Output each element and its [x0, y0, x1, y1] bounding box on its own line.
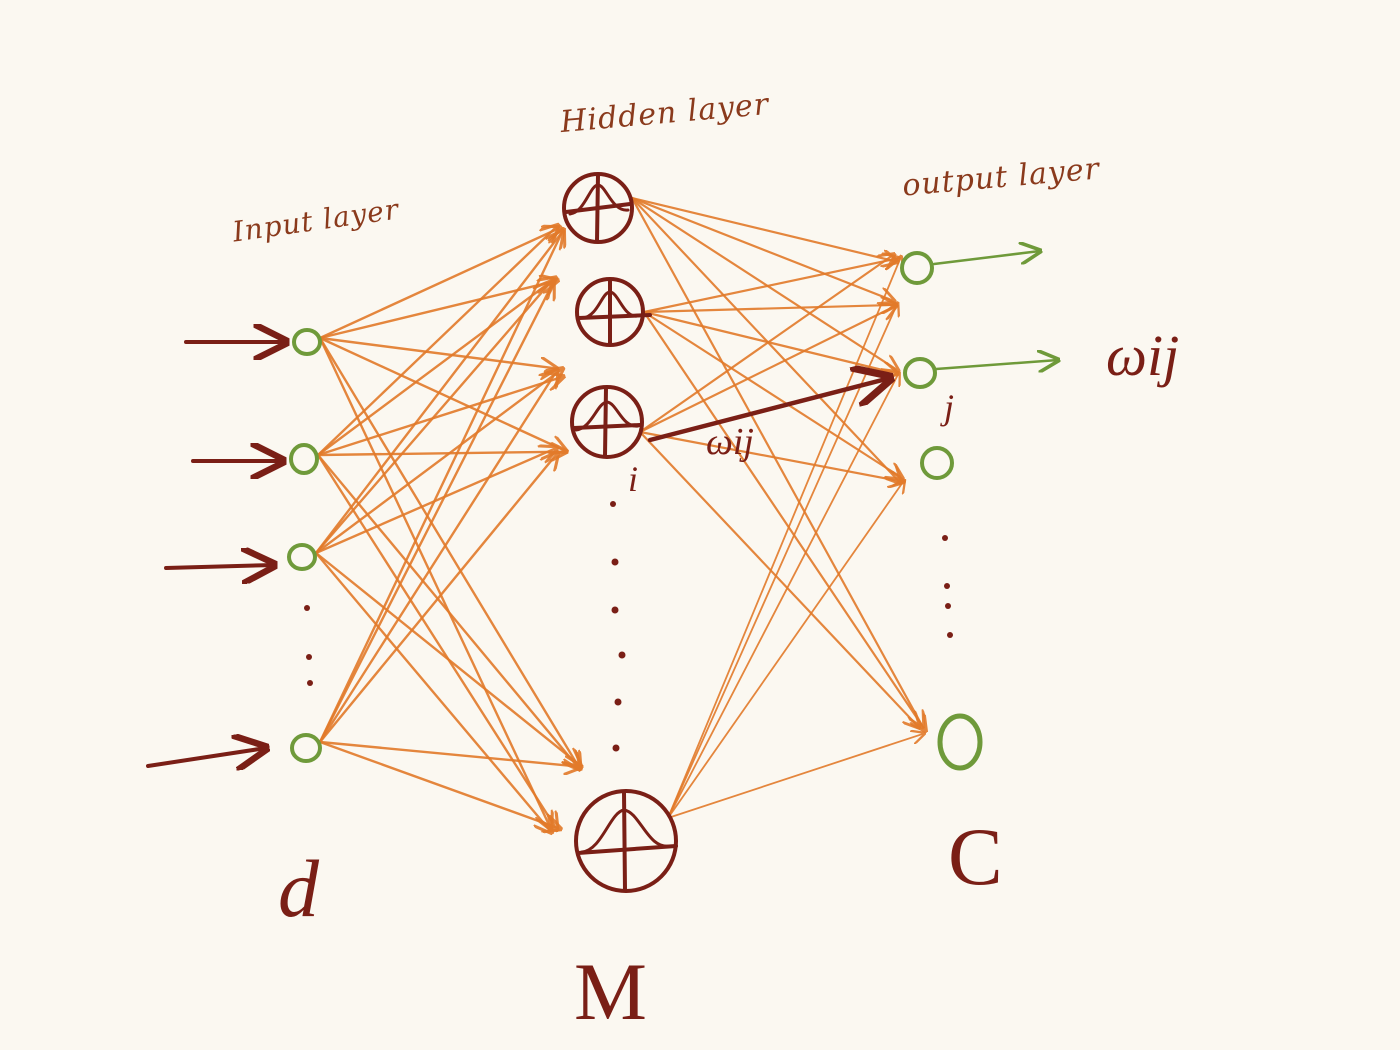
hidden-ellipsis-dot	[613, 745, 620, 752]
input-node	[291, 445, 317, 473]
output-ellipsis-dot	[947, 632, 953, 638]
hidden-ellipsis-dot	[612, 559, 619, 566]
connection-edge	[318, 452, 567, 455]
output-ellipsis-dot	[942, 535, 948, 541]
connection-edge	[316, 282, 551, 553]
connection-edge	[644, 312, 898, 374]
input-nodes	[289, 330, 320, 761]
weight-label-big: ωij	[1106, 322, 1179, 389]
hidden-node	[576, 791, 676, 891]
hidden-nodes	[564, 174, 676, 891]
connection-edge	[320, 280, 558, 338]
connection-edge	[320, 338, 580, 769]
connection-edge	[668, 303, 898, 818]
input-node	[294, 330, 320, 354]
output-node	[922, 448, 952, 478]
input-ellipsis-dot	[304, 605, 310, 611]
connection-edge	[318, 377, 564, 455]
connection-edge	[318, 455, 580, 769]
hidden-index-label: i	[628, 458, 638, 500]
output-ellipsis-dot	[944, 583, 950, 589]
incoming-arrow	[148, 748, 266, 766]
connection-edge	[668, 256, 901, 818]
input-node	[289, 545, 315, 569]
connection-edge	[644, 258, 899, 312]
hidden-ellipsis-dot	[610, 501, 616, 507]
connection-edge	[640, 305, 896, 432]
incoming-arrow	[166, 565, 274, 568]
incoming-arrows	[148, 342, 286, 766]
input-node	[292, 735, 320, 761]
output-arrow	[934, 251, 1040, 264]
output-node	[940, 716, 980, 768]
connection-edge	[668, 733, 924, 818]
connection-edge	[320, 742, 561, 829]
connection-edge	[318, 225, 558, 455]
input-to-hidden-edges	[316, 225, 581, 832]
connection-edge	[668, 372, 899, 818]
output-arrows	[934, 251, 1058, 369]
connection-edge	[668, 480, 904, 818]
output-node	[905, 359, 935, 387]
output-arrow	[936, 360, 1058, 369]
connection-edge	[632, 198, 898, 262]
connection-edge	[644, 312, 926, 731]
weight-label-small: ωij	[706, 420, 754, 464]
output-nodes	[902, 253, 980, 768]
hidden-count-label: M	[574, 945, 647, 1039]
hidden-node	[572, 387, 642, 457]
connection-edge	[644, 305, 896, 312]
hidden-ellipsis-dot	[619, 652, 626, 659]
output-count-label: C	[948, 810, 1003, 904]
output-index-label: j	[944, 386, 954, 428]
hidden-node	[564, 174, 632, 242]
hidden-ellipsis-dot	[615, 699, 622, 706]
input-ellipsis-dot	[307, 680, 313, 686]
input-count-label: d	[278, 842, 319, 936]
hidden-to-output-edges	[632, 198, 926, 818]
hidden-ellipsis-dot	[612, 607, 619, 614]
input-ellipsis-dot	[306, 654, 312, 660]
connection-edge	[320, 742, 581, 767]
output-node	[902, 253, 932, 283]
output-ellipsis-dot	[945, 603, 951, 609]
connection-edge	[320, 229, 564, 742]
hidden-node	[577, 279, 650, 345]
